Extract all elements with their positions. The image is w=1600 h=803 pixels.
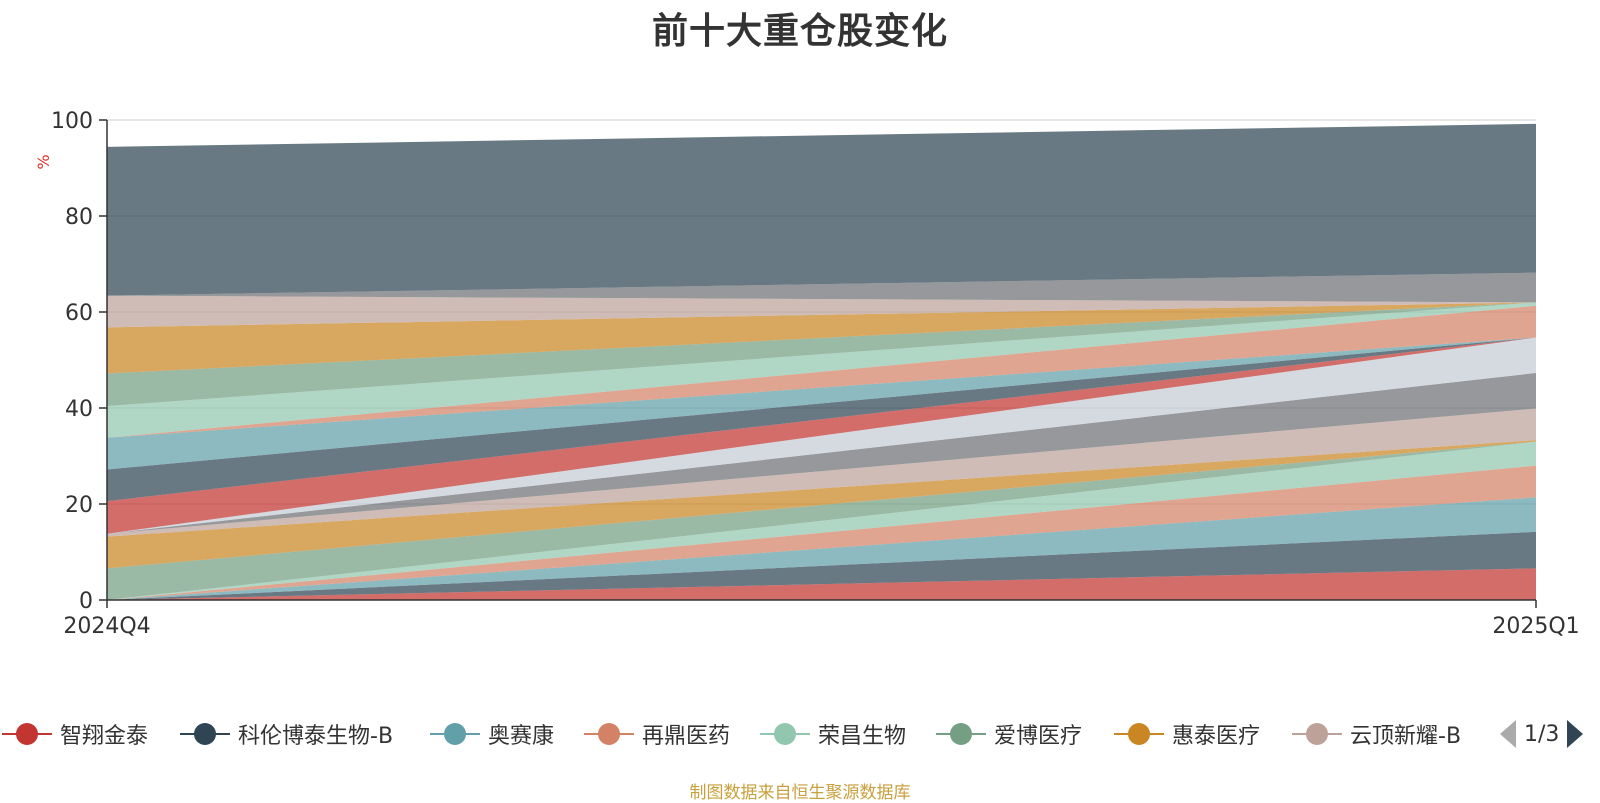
legend-item[interactable]: 爱博医疗 [934, 716, 1082, 752]
legend-item[interactable]: 奥赛康 [428, 716, 554, 752]
legend-item[interactable]: 云顶新耀-B [1290, 716, 1461, 752]
legend-item-label: 爱博医疗 [994, 724, 1083, 749]
area-series-8[interactable] [107, 408, 1536, 537]
legend-next-arrow-icon[interactable] [1565, 719, 1585, 749]
y-tick-label: 40 [65, 397, 93, 422]
y-tick-label: 60 [65, 301, 93, 326]
y-axis-label: % [34, 154, 53, 169]
y-tick-label: 20 [65, 493, 93, 518]
area-series-6[interactable] [107, 441, 1536, 600]
stacked-area-chart: 0 20 40 60 80 100% 2024Q4 2025Q1 [34, 109, 1580, 639]
legend-marker-icon [584, 723, 634, 745]
x-tick-label: 2024Q4 [63, 614, 150, 639]
legend-page-indicator: 1/3 [1524, 721, 1560, 747]
area-series-3[interactable] [107, 497, 1536, 600]
legend-item[interactable]: 再鼎医药 [582, 716, 730, 752]
area-series-19[interactable] [107, 272, 1536, 303]
legend-item[interactable]: 惠泰医疗 [1112, 716, 1260, 752]
legend-item-label: 荣昌生物 [818, 724, 907, 749]
area-series-20[interactable] [107, 123, 1536, 296]
legend-pager: 1/3 [1498, 716, 1585, 752]
chart-legend: 智翔金泰 科伦博泰生物-B 奥赛康 再鼎医药 荣昌生物 爱博医疗 惠泰医疗 云顶新耀-B [0, 716, 1600, 752]
x-tick-label: 2025Q1 [1492, 614, 1579, 639]
area-series-2[interactable] [107, 531, 1536, 600]
area-series-11[interactable] [107, 337, 1536, 534]
legend-marker-icon [760, 723, 810, 745]
legend-item[interactable]: 智翔金泰 [0, 716, 148, 752]
area-series-7[interactable] [107, 440, 1536, 569]
legend-item-label: 奥赛康 [488, 724, 555, 749]
area-series-15[interactable] [107, 302, 1536, 438]
chart-title: 前十大重仓股变化 [651, 11, 948, 52]
area-series-13[interactable] [107, 337, 1536, 470]
y-tick-label: 80 [65, 205, 93, 230]
legend-marker-icon [2, 723, 52, 745]
area-series-16[interactable] [107, 302, 1536, 407]
y-tick-label: 0 [79, 589, 93, 614]
legend-item-label: 科伦博泰生物-B [238, 724, 394, 749]
legend-marker-icon [430, 723, 480, 745]
legend-marker-icon [936, 723, 986, 745]
area-series-12[interactable] [107, 337, 1536, 502]
legend-item-label: 云顶新耀-B [1350, 724, 1462, 749]
legend-marker-icon [1114, 723, 1164, 745]
y-tick-label: 100 [51, 109, 93, 134]
legend-item[interactable]: 科伦博泰生物-B [178, 716, 393, 752]
legend-item-label: 智翔金泰 [60, 724, 149, 749]
legend-item[interactable]: 荣昌生物 [758, 716, 906, 752]
legend-item-label: 惠泰医疗 [1172, 724, 1261, 749]
area-series-4[interactable] [107, 465, 1536, 600]
area-series-17[interactable] [107, 302, 1536, 374]
legend-marker-icon [180, 723, 230, 745]
area-series-1[interactable] [107, 568, 1536, 600]
area-series-18[interactable] [107, 295, 1536, 328]
legend-prev-arrow-icon[interactable] [1498, 719, 1518, 749]
area-series-9[interactable] [107, 372, 1536, 534]
legend-item-label: 再鼎医药 [642, 724, 731, 749]
legend-marker-icon [1292, 723, 1342, 745]
area-series-5[interactable] [107, 441, 1536, 600]
data-source-note: 制图数据来自恒生聚源数据库 [689, 783, 911, 803]
